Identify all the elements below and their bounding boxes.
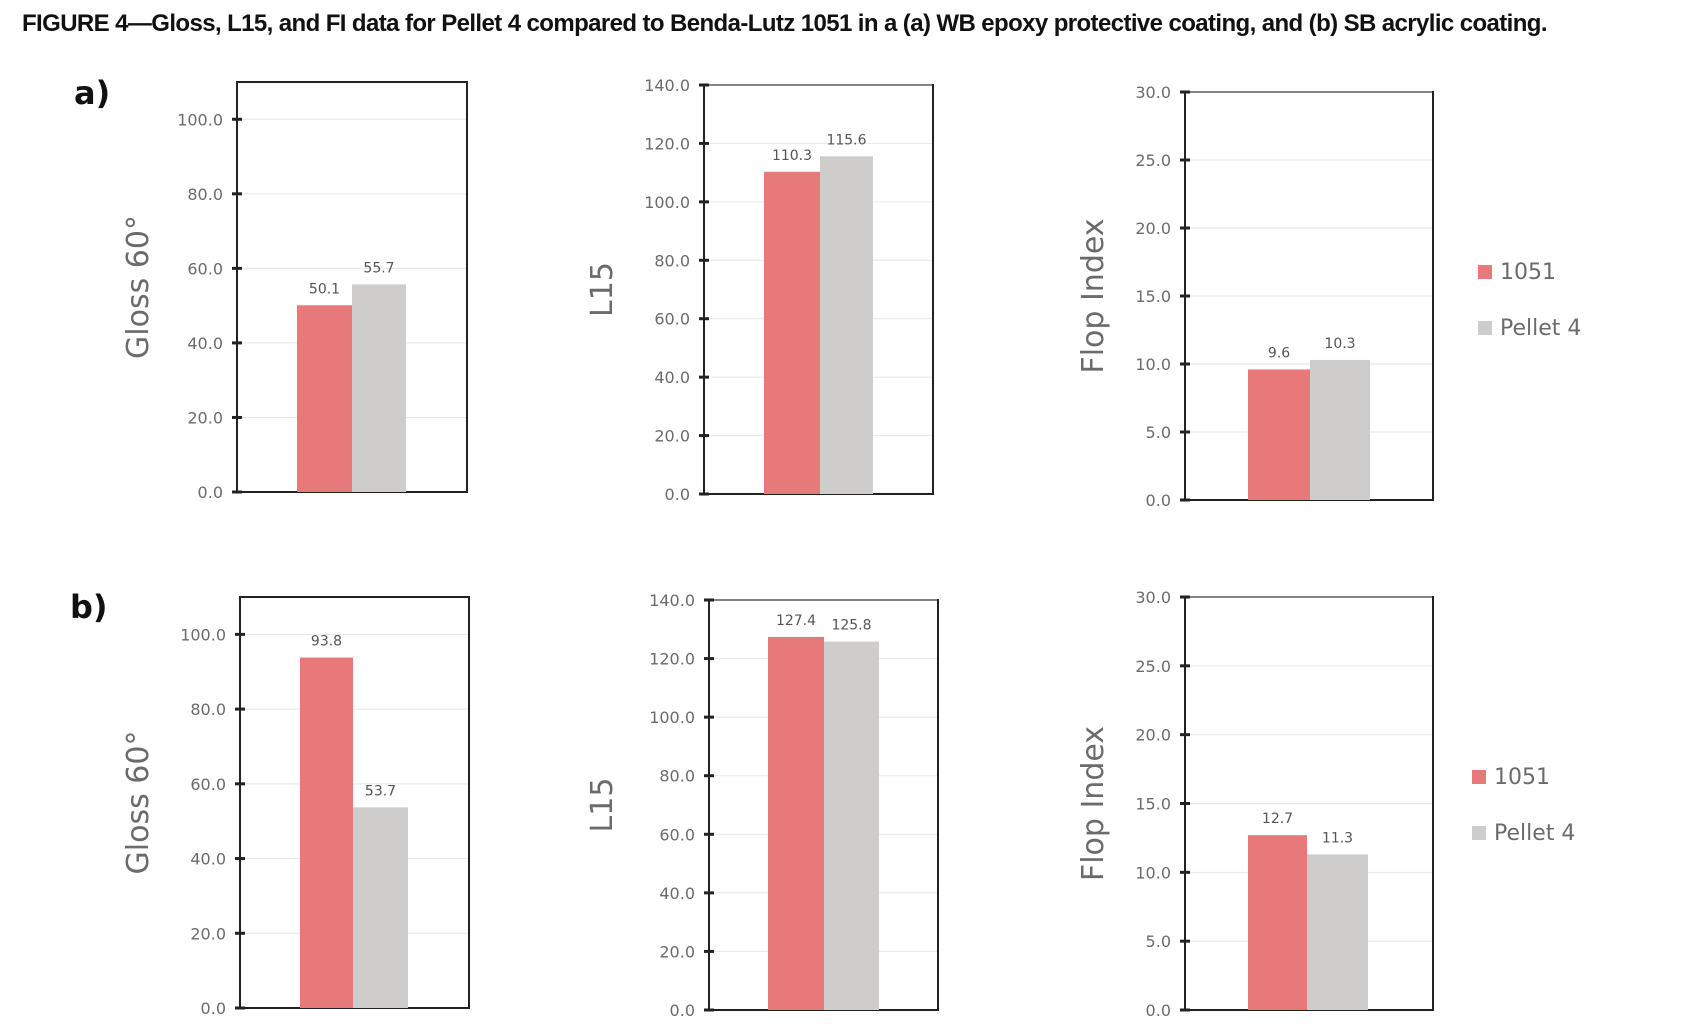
y-tick-label: 10.0	[1135, 355, 1171, 374]
y-tick-label: 60.0	[659, 825, 695, 844]
data-label: 110.3	[772, 148, 812, 164]
data-label: 10.3	[1324, 336, 1355, 352]
legend-label-1051: 1051	[1500, 259, 1556, 285]
y-tick-label: 5.0	[1146, 932, 1171, 951]
y-tick-label: 100.0	[649, 708, 695, 727]
y-tick-label: 60.0	[190, 775, 226, 794]
y-tick-label: 100.0	[644, 193, 690, 212]
y-tick-label: 0.0	[670, 1001, 695, 1020]
bar-pellet-4	[1310, 359, 1370, 500]
y-tick-label: 20.0	[187, 408, 223, 427]
data-label: 127.4	[776, 613, 816, 629]
y-tick-label: 40.0	[190, 850, 226, 869]
data-label: 9.6	[1268, 345, 1290, 361]
y-tick-label: 0.0	[665, 485, 690, 504]
bar-1051	[768, 636, 824, 1010]
y-tick-label: 20.0	[1135, 219, 1171, 238]
bar-pellet-4	[824, 641, 879, 1010]
data-label: 53.7	[365, 783, 396, 799]
y-tick-label: 40.0	[654, 368, 690, 387]
data-label: 125.8	[831, 618, 871, 634]
y-tick-label: 40.0	[659, 884, 695, 903]
legend-label-pellet-4: Pellet 4	[1500, 315, 1582, 341]
y-tick-label: 0.0	[1146, 491, 1171, 510]
bar-pellet-4	[1307, 854, 1368, 1010]
legend-item-1051: 1051	[1472, 762, 1575, 792]
legend-b: 1051 Pellet 4	[1472, 762, 1575, 874]
y-tick-label: 80.0	[654, 251, 690, 270]
y-tick-label: 0.0	[201, 999, 226, 1018]
bar-pellet-4	[352, 284, 406, 492]
y-tick-label: 80.0	[187, 185, 223, 204]
y-axis-label: L15	[585, 262, 620, 317]
y-tick-label: 10.0	[1135, 863, 1171, 882]
bar-1051	[1248, 835, 1307, 1010]
y-tick-label: 20.0	[190, 924, 226, 943]
legend-swatch-1051	[1472, 770, 1486, 784]
legend-label-pellet-4: Pellet 4	[1494, 820, 1576, 846]
y-tick-label: 15.0	[1135, 795, 1171, 814]
y-tick-label: 20.0	[654, 427, 690, 446]
y-axis-label: Gloss 60°	[121, 731, 156, 875]
y-axis-label: Flop Index	[1076, 218, 1111, 373]
y-axis-label: L15	[585, 778, 620, 833]
y-tick-label: 0.0	[198, 483, 223, 502]
data-label: 93.8	[311, 634, 342, 650]
legend-swatch-pellet-4	[1472, 826, 1486, 840]
y-tick-label: 100.0	[177, 110, 223, 129]
y-axis-label: Gloss 60°	[121, 215, 156, 359]
y-axis-label: Flop Index	[1076, 726, 1111, 881]
bar-1051	[300, 657, 353, 1008]
y-tick-label: 40.0	[187, 334, 223, 353]
y-tick-label: 15.0	[1135, 287, 1171, 306]
y-tick-label: 80.0	[190, 700, 226, 719]
legend-swatch-pellet-4	[1478, 321, 1492, 335]
legend-item-1051: 1051	[1478, 257, 1581, 287]
bar-1051	[1248, 369, 1310, 500]
y-tick-label: 120.0	[644, 134, 690, 153]
legend-item-pellet-4: Pellet 4	[1472, 818, 1575, 848]
legend-item-pellet-4: Pellet 4	[1478, 313, 1581, 343]
data-label: 55.7	[363, 260, 394, 276]
panel-label-b: b)	[70, 588, 108, 626]
y-tick-label: 5.0	[1146, 423, 1171, 442]
figure-title: FIGURE 4—Gloss, L15, and FI data for Pel…	[22, 10, 1548, 37]
y-tick-label: 60.0	[654, 310, 690, 329]
y-tick-label: 30.0	[1135, 588, 1171, 607]
bar-pellet-4	[820, 156, 873, 495]
y-tick-label: 120.0	[649, 650, 695, 669]
y-tick-label: 140.0	[649, 591, 695, 610]
bar-1051	[764, 171, 820, 495]
y-tick-label: 140.0	[644, 76, 690, 95]
y-tick-label: 100.0	[180, 625, 226, 644]
data-label: 12.7	[1262, 811, 1293, 827]
data-label: 11.3	[1322, 830, 1353, 846]
y-tick-label: 20.0	[1135, 726, 1171, 745]
legend-label-1051: 1051	[1494, 764, 1550, 790]
y-tick-label: 25.0	[1135, 151, 1171, 170]
data-label: 50.1	[309, 281, 340, 297]
y-tick-label: 60.0	[187, 259, 223, 278]
y-tick-label: 25.0	[1135, 657, 1171, 676]
panel-label-a: a)	[74, 74, 111, 112]
bar-1051	[297, 305, 352, 492]
legend-a: 1051 Pellet 4	[1478, 257, 1581, 369]
legend-swatch-1051	[1478, 265, 1492, 279]
bar-pellet-4	[353, 807, 408, 1008]
y-tick-label: 30.0	[1135, 83, 1171, 102]
y-tick-label: 0.0	[1146, 1001, 1171, 1020]
y-tick-label: 20.0	[659, 942, 695, 961]
data-label: 115.6	[826, 132, 866, 148]
y-tick-label: 80.0	[659, 767, 695, 786]
